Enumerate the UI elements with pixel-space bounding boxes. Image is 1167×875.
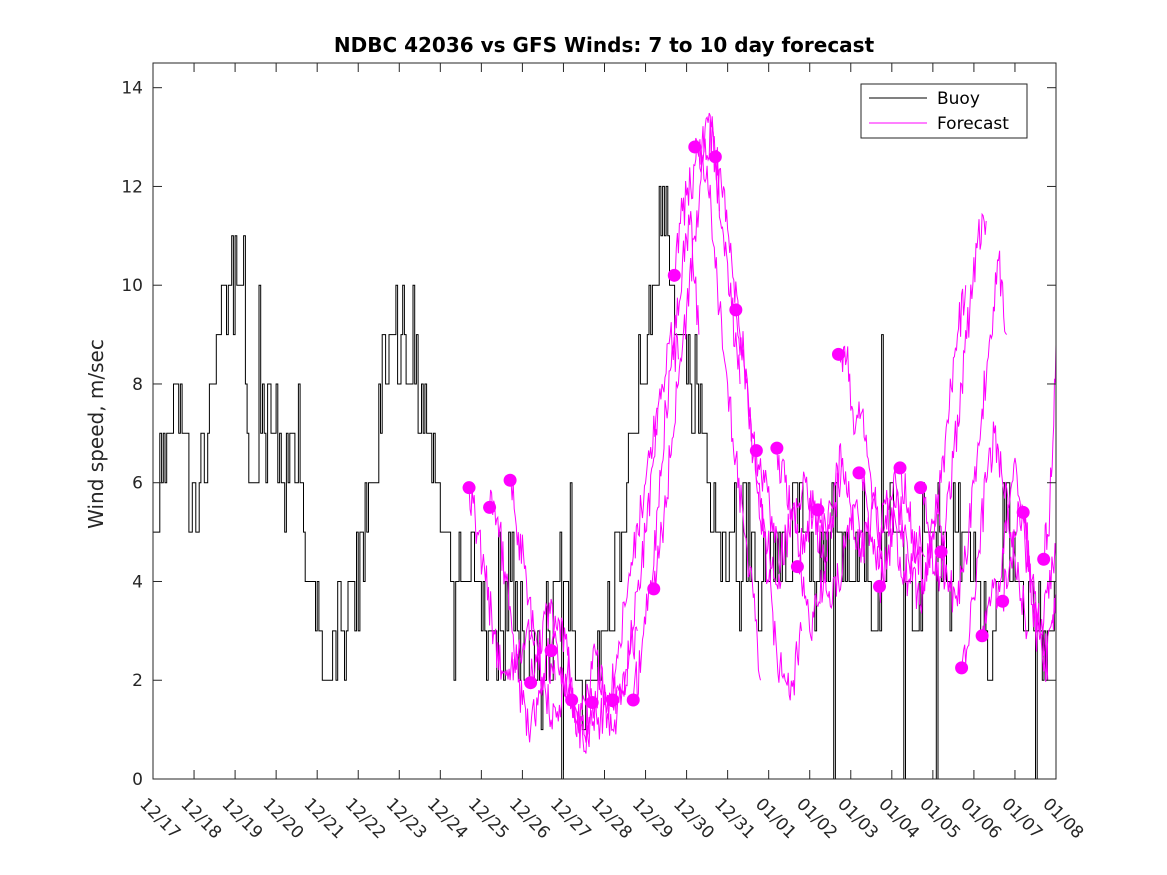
legend-box: [860, 83, 1028, 139]
forecast-start-marker-7: [585, 695, 599, 709]
forecast-start-marker-2: [483, 500, 497, 514]
forecast-start-marker-26: [975, 629, 989, 643]
x-tick-label: 12/30: [669, 794, 718, 843]
forecast-series-line-1: [468, 487, 536, 681]
forecast-start-marker-18: [811, 503, 825, 517]
forecast-series-line-8: [612, 322, 679, 711]
forecast-series-line-29: [1043, 344, 1057, 562]
forecast-series-line-13: [714, 147, 782, 590]
y-tick-label: 2: [132, 671, 143, 691]
forecast-series-line-18: [817, 443, 885, 582]
legend-label-forecast: Forecast: [937, 114, 1009, 134]
forecast-start-marker-8: [606, 693, 620, 707]
x-tick-label: 01/01: [751, 794, 800, 843]
x-tick-label: 12/31: [710, 794, 759, 843]
x-tick-label: 01/06: [956, 794, 1005, 843]
x-tick-label: 12/18: [177, 794, 226, 843]
forecast-start-marker-28: [1016, 505, 1030, 519]
y-tick-label: 8: [132, 375, 143, 395]
x-tick-label: 01/02: [792, 794, 841, 843]
y-axis-label: Wind speed, m/sec: [84, 339, 108, 529]
forecast-series-line-25: [961, 421, 1028, 668]
forecast-series-line-21: [879, 488, 946, 614]
forecast-start-marker-15: [749, 444, 763, 458]
chart-title: NDBC 42036 vs GFS Winds: 7 to 10 day for…: [334, 33, 875, 57]
x-tick-label: 12/19: [218, 794, 267, 843]
plot-area: [153, 112, 1057, 780]
forecast-series-line-6: [571, 626, 638, 736]
y-tick-label: 14: [121, 79, 143, 99]
forecast-series-line-11: [674, 112, 741, 385]
x-tick-label: 01/03: [833, 794, 882, 843]
x-tick-label: 12/26: [505, 794, 554, 843]
forecast-start-marker-27: [996, 594, 1010, 608]
forecast-start-marker-9: [626, 693, 640, 707]
x-tick-label: 12/22: [341, 794, 390, 843]
x-tick-label: 01/08: [1038, 794, 1087, 843]
forecast-series-line-15: [755, 450, 823, 573]
forecast-start-marker-19: [831, 347, 845, 361]
forecast-start-marker-14: [729, 303, 743, 317]
forecast-start-marker-4: [524, 676, 538, 690]
buoy-series-line: [153, 185, 1057, 780]
forecast-start-marker-25: [955, 661, 969, 675]
forecast-start-marker-24: [934, 545, 948, 559]
forecast-series-line-9: [632, 211, 700, 701]
forecast-start-marker-29: [1037, 552, 1051, 566]
y-tick-label: 10: [121, 276, 143, 296]
forecast-start-marker-10: [647, 582, 661, 596]
forecast-series-line-23: [920, 212, 987, 592]
x-tick-label: 12/23: [382, 794, 431, 843]
forecast-series-line-22: [899, 285, 967, 595]
forecast-start-marker-5: [544, 644, 558, 658]
x-tick-label: 01/04: [874, 794, 923, 843]
y-tick-label: 6: [132, 474, 143, 494]
forecast-series-line-12: [694, 137, 761, 681]
forecast-series-line-28: [1022, 512, 1057, 633]
x-tick-label: 12/24: [423, 794, 472, 843]
forecast-start-marker-22: [893, 461, 907, 475]
axes-box: [152, 62, 1057, 780]
forecast-start-marker-13: [708, 150, 722, 164]
x-tick-label: 01/05: [915, 794, 964, 843]
forecast-series-line-27: [1002, 501, 1057, 664]
forecast-series-line-24: [940, 250, 1008, 613]
x-tick-label: 12/21: [300, 794, 349, 843]
forecast-start-marker-12: [688, 140, 702, 154]
y-tick-label: 4: [132, 572, 143, 592]
forecast-start-marker-11: [667, 268, 681, 282]
forecast-series-line-7: [591, 407, 659, 740]
forecast-start-marker-6: [565, 693, 579, 707]
legend: Buoy Forecast: [860, 83, 1028, 139]
x-tick-label: 12/20: [259, 794, 308, 843]
forecast-start-marker-21: [873, 579, 887, 593]
x-tick-label: 12/29: [628, 794, 677, 843]
forecast-series-line-16: [776, 448, 844, 641]
forecast-series-line-10: [653, 116, 720, 589]
forecast-start-marker-20: [852, 466, 866, 480]
x-tick-label: 12/17: [135, 794, 184, 843]
x-tick-label: 12/27: [546, 794, 595, 843]
forecast-series-line-19: [838, 345, 905, 550]
x-tick-label: 12/25: [464, 794, 513, 843]
forecast-start-marker-17: [790, 560, 804, 574]
y-tick-label: 0: [132, 770, 143, 790]
forecast-series-line-26: [981, 457, 1049, 682]
y-tick-label: 12: [121, 177, 143, 197]
forecast-start-marker-1: [462, 481, 476, 495]
forecast-start-marker-16: [770, 441, 784, 455]
forecast-series-line-3: [509, 480, 577, 730]
forecast-start-marker-23: [914, 481, 928, 495]
legend-label-buoy: Buoy: [937, 89, 980, 109]
forecast-start-marker-3: [503, 473, 517, 487]
forecast-series-line-14: [735, 309, 802, 701]
forecast-series-line-4: [530, 598, 597, 754]
x-tick-label: 01/07: [997, 794, 1046, 843]
x-tick-label: 12/28: [587, 794, 636, 843]
